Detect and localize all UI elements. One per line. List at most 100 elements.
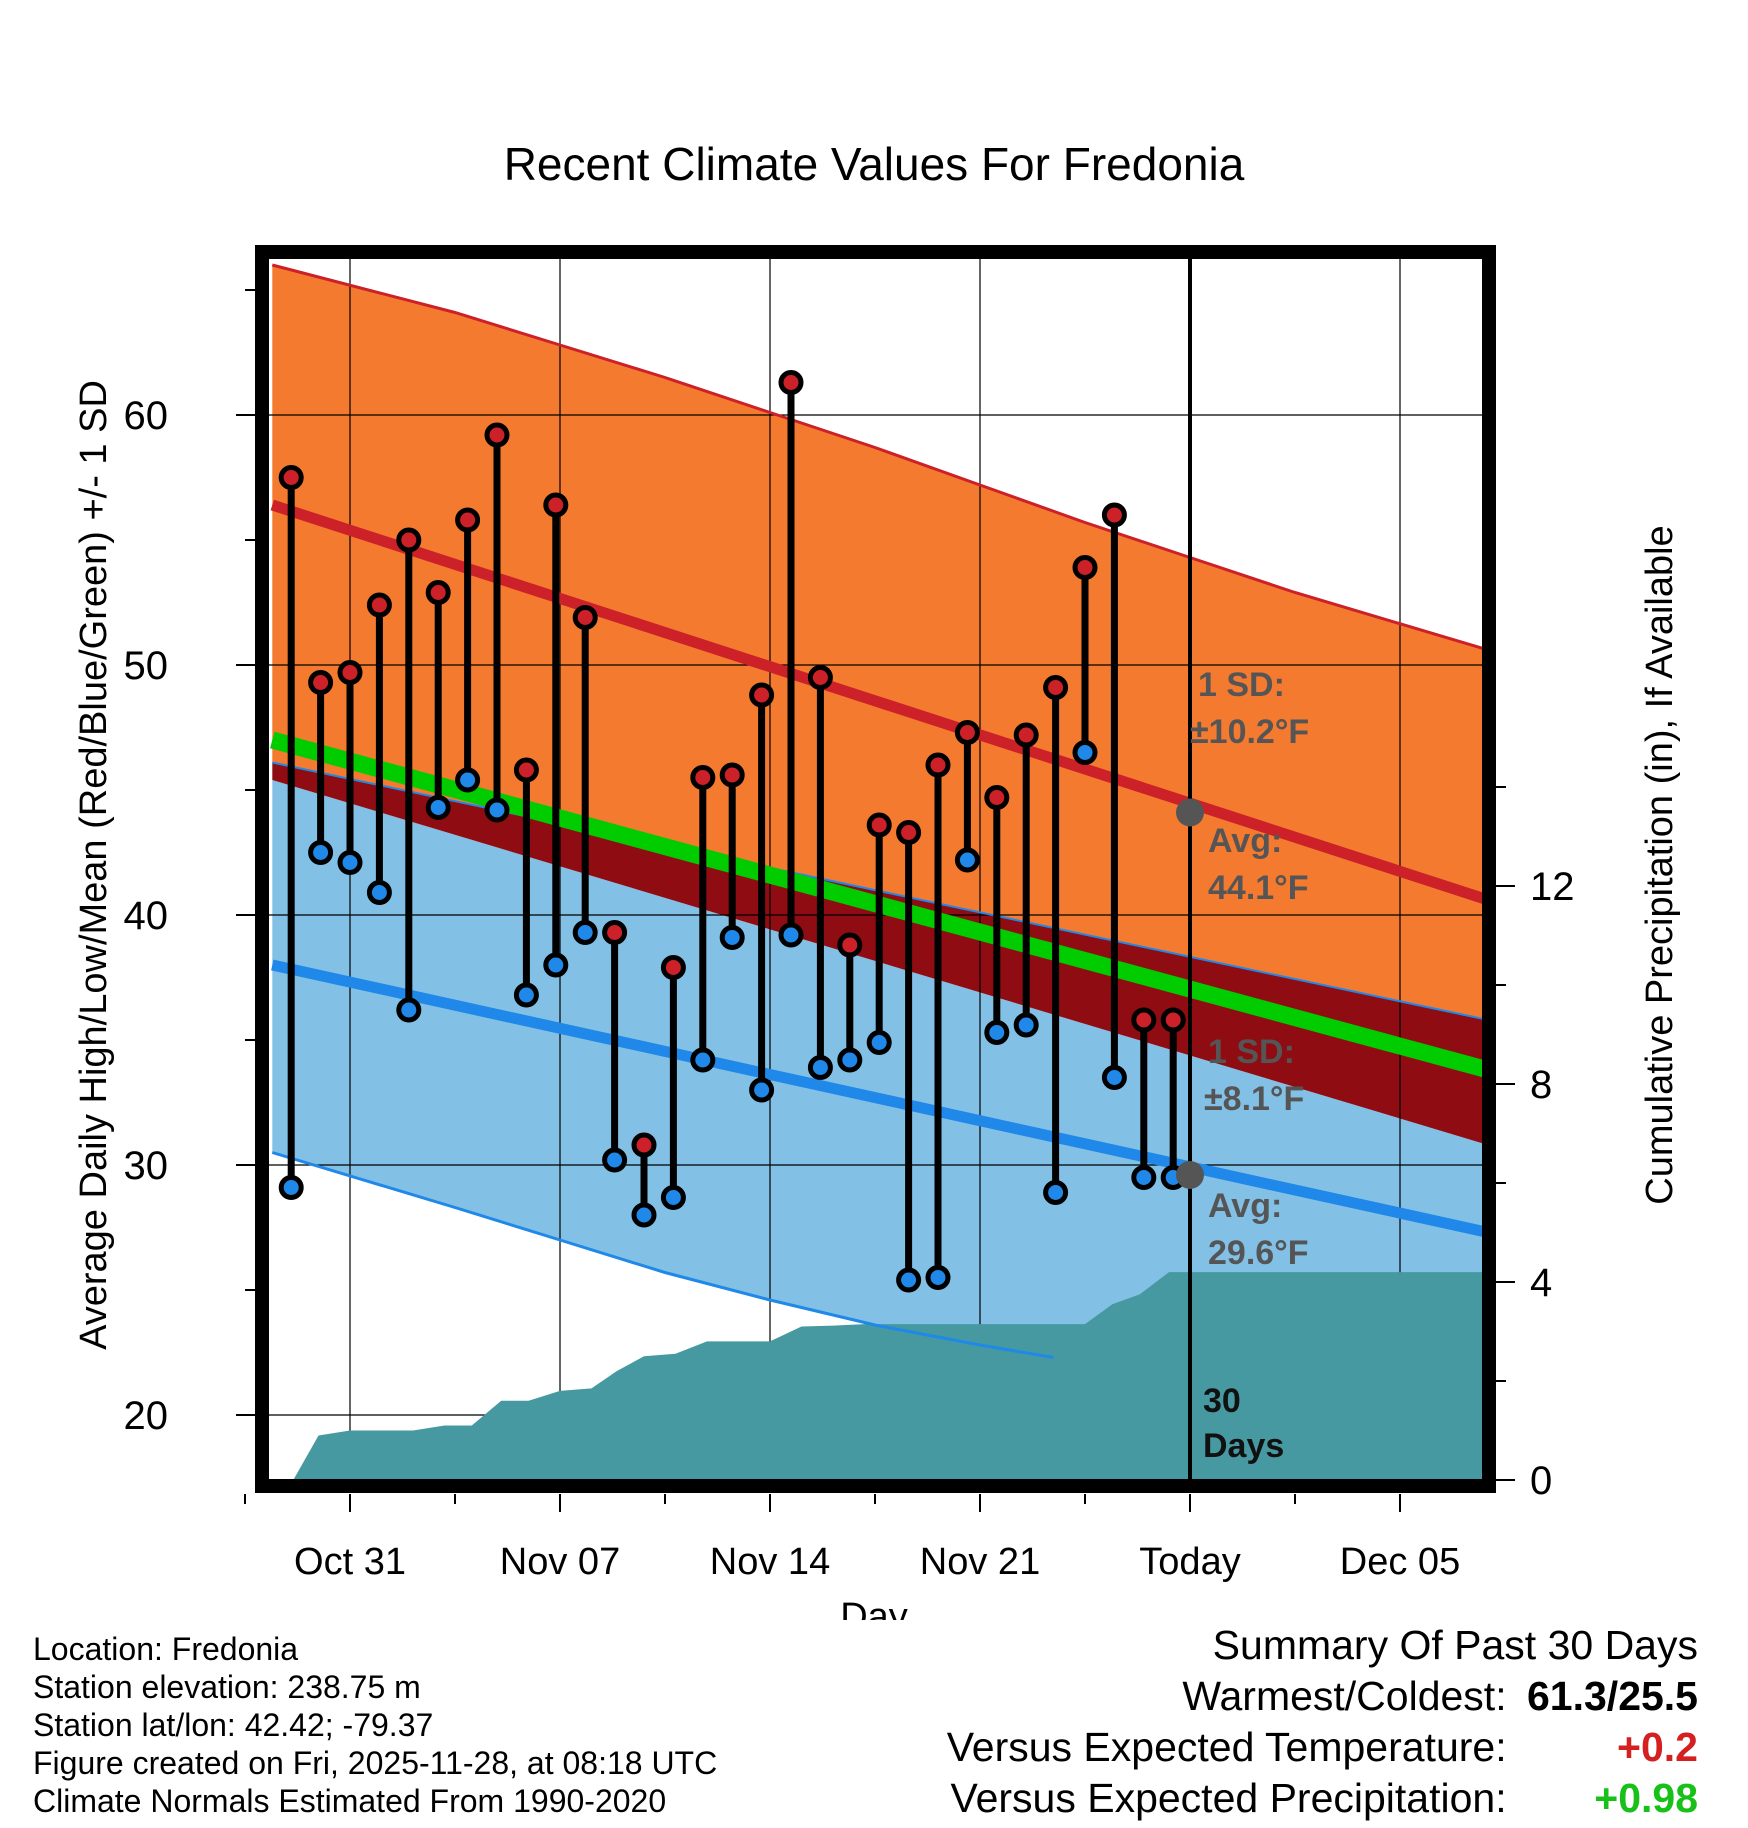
daily-low-dot bbox=[484, 797, 510, 823]
daily-high-dot bbox=[1101, 502, 1127, 528]
daily-low-dot bbox=[984, 1020, 1010, 1045]
daily-high-dot bbox=[984, 785, 1010, 810]
x-axis-label: Day bbox=[840, 1596, 908, 1620]
daily-low-dot bbox=[308, 840, 334, 865]
info-elevation: Station elevation: 238.75 m bbox=[33, 1669, 421, 1705]
warm-cold-value: 61.3/25.5 bbox=[1527, 1673, 1698, 1719]
daily-low-dot bbox=[896, 1267, 922, 1293]
daily-high-dot bbox=[396, 527, 422, 553]
daily-high-dot bbox=[572, 605, 598, 630]
low-avg-marker bbox=[1176, 1161, 1204, 1189]
days-label: Days bbox=[1203, 1427, 1284, 1465]
station-info: Location: Fredonia Station elevation: 23… bbox=[33, 1630, 717, 1820]
daily-high-dot bbox=[660, 955, 686, 980]
daily-low-dot bbox=[602, 1147, 628, 1173]
daily-high-dot bbox=[337, 660, 363, 685]
daily-low-dot bbox=[925, 1265, 951, 1290]
daily-low-dot bbox=[631, 1202, 657, 1228]
low-sd-value: ±8.1°F bbox=[1204, 1080, 1304, 1118]
temp-value: +0.2 bbox=[1617, 1724, 1698, 1770]
daily-low-dot bbox=[866, 1030, 892, 1055]
info-normals: Climate Normals Estimated From 1990-2020 bbox=[33, 1783, 667, 1819]
daily-high-dot bbox=[866, 812, 892, 838]
normal-low-line bbox=[271, 959, 1483, 1237]
daily-low-dot bbox=[749, 1077, 775, 1103]
daily-low-dot bbox=[396, 997, 422, 1023]
daily-low-dot bbox=[337, 850, 363, 875]
low-sd-label: 1 SD: bbox=[1208, 1033, 1295, 1071]
info-latlon: Station lat/lon: 42.42; -79.37 bbox=[33, 1707, 434, 1743]
daily-low-dot bbox=[778, 922, 804, 948]
daily-low-dot bbox=[954, 847, 980, 873]
info-location: Location: Fredonia bbox=[33, 1631, 299, 1667]
daily-high-dot bbox=[278, 465, 304, 490]
daily-low-dot bbox=[690, 1047, 716, 1073]
normal-high-line bbox=[270, 499, 1483, 905]
daily-high-dot bbox=[778, 370, 804, 395]
high-avg-marker bbox=[1176, 798, 1204, 827]
y2-tick-label: 8 bbox=[1530, 1063, 1552, 1107]
daily-high-dot bbox=[807, 665, 833, 690]
high-sd-value: ±10.2°F bbox=[1190, 713, 1309, 751]
high-sd-label: 1 SD: bbox=[1198, 666, 1285, 704]
y-tick-label: 20 bbox=[124, 1394, 169, 1438]
daily-low-dot bbox=[1131, 1165, 1157, 1190]
info-created: Figure created on Fri, 2025-11-28, at 08… bbox=[33, 1745, 718, 1781]
plot-frame bbox=[255, 245, 1496, 1493]
daily-high-dot bbox=[749, 682, 775, 708]
x-tick-label: Nov 14 bbox=[710, 1541, 830, 1583]
daily-high-dot bbox=[690, 765, 716, 790]
low-avg-value: 29.6°F bbox=[1208, 1234, 1309, 1272]
daily-low-dot bbox=[455, 767, 481, 793]
daily-high-dot bbox=[366, 592, 392, 618]
high-avg-label: Avg: bbox=[1208, 822, 1282, 860]
daily-high-dot bbox=[631, 1132, 657, 1158]
days-count: 30 bbox=[1203, 1382, 1241, 1420]
daily-high-dot bbox=[896, 820, 922, 845]
daily-high-dot bbox=[484, 422, 510, 448]
daily-low-dot bbox=[807, 1055, 833, 1080]
daily-low-dot bbox=[425, 795, 451, 820]
daily-low-dot bbox=[660, 1185, 686, 1210]
daily-low-dot bbox=[366, 880, 392, 905]
daily-low-dot bbox=[1101, 1065, 1127, 1090]
daily-low-dot bbox=[837, 1047, 863, 1073]
daily-low-dot bbox=[1013, 1012, 1039, 1038]
daily-high-dot bbox=[719, 762, 745, 788]
daily-low-dot bbox=[719, 925, 745, 950]
y-tick-label: 50 bbox=[124, 644, 169, 688]
y2-tick-label: 12 bbox=[1530, 865, 1575, 909]
x-tick-label: Oct 31 bbox=[294, 1541, 406, 1583]
x-tick-label: Nov 21 bbox=[920, 1541, 1040, 1583]
climate-chart: 20 30 40 50 60 0 4 8 12 Oct 31 Nov 07 Nov 14 Nov 21 T… bbox=[73, 138, 1681, 1620]
y2-tick-label: 0 bbox=[1530, 1459, 1552, 1503]
daily-high-dot bbox=[1013, 722, 1039, 748]
precip-label: Versus Expected Precipitation: bbox=[950, 1775, 1507, 1821]
low-avg-label: Avg: bbox=[1208, 1187, 1282, 1225]
daily-high-dot bbox=[1131, 1007, 1157, 1033]
daily-high-dot bbox=[308, 670, 334, 695]
warm-cold-label: Warmest/Coldest: bbox=[1182, 1673, 1507, 1719]
y-tick-label: 30 bbox=[124, 1144, 169, 1188]
x-tick-label: Nov 07 bbox=[500, 1541, 620, 1583]
y-axis-label: Average Daily High/Low/Mean (Red/Blue/Gr… bbox=[73, 380, 115, 1350]
daily-low-dot bbox=[513, 982, 539, 1008]
precip-value: +0.98 bbox=[1594, 1775, 1698, 1821]
daily-high-dot bbox=[1043, 675, 1069, 700]
normal-high-plus-sd-line bbox=[271, 263, 1483, 651]
precip-area bbox=[293, 1272, 1483, 1480]
x-tick-label: Dec 05 bbox=[1340, 1541, 1460, 1583]
temp-label: Versus Expected Temperature: bbox=[946, 1724, 1507, 1770]
daily-high-dot bbox=[425, 580, 451, 605]
normal-high-band bbox=[272, 265, 1483, 1019]
daily-low-dot bbox=[572, 920, 598, 945]
y2-tick-label: 4 bbox=[1530, 1261, 1552, 1305]
daily-low-dot bbox=[1043, 1180, 1069, 1205]
daily-high-dot bbox=[954, 720, 980, 745]
normal-low-minus-sd-line bbox=[271, 1151, 1054, 1359]
daily-high-dot bbox=[1160, 1007, 1186, 1033]
daily-high-dot bbox=[602, 920, 628, 945]
y-tick-label: 60 bbox=[124, 394, 169, 438]
high-avg-value: 44.1°F bbox=[1208, 869, 1309, 907]
daily-low-dot bbox=[1072, 740, 1098, 765]
